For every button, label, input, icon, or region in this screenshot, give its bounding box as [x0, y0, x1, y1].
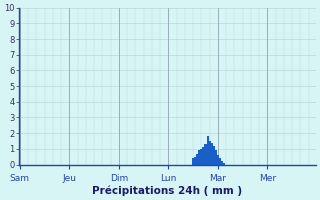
Bar — [219, 158, 221, 165]
Bar — [206, 136, 209, 165]
Bar — [192, 158, 194, 165]
Bar — [211, 143, 213, 165]
Bar — [213, 146, 215, 165]
Bar — [198, 150, 200, 165]
Bar — [221, 161, 223, 165]
Bar — [204, 144, 206, 165]
Bar — [202, 147, 204, 165]
Bar — [217, 155, 219, 165]
Bar — [209, 141, 211, 165]
Bar — [223, 163, 225, 165]
Bar — [196, 154, 198, 165]
Bar — [200, 149, 202, 165]
Bar — [215, 150, 217, 165]
Bar — [194, 157, 196, 165]
X-axis label: Précipitations 24h ( mm ): Précipitations 24h ( mm ) — [92, 185, 242, 196]
